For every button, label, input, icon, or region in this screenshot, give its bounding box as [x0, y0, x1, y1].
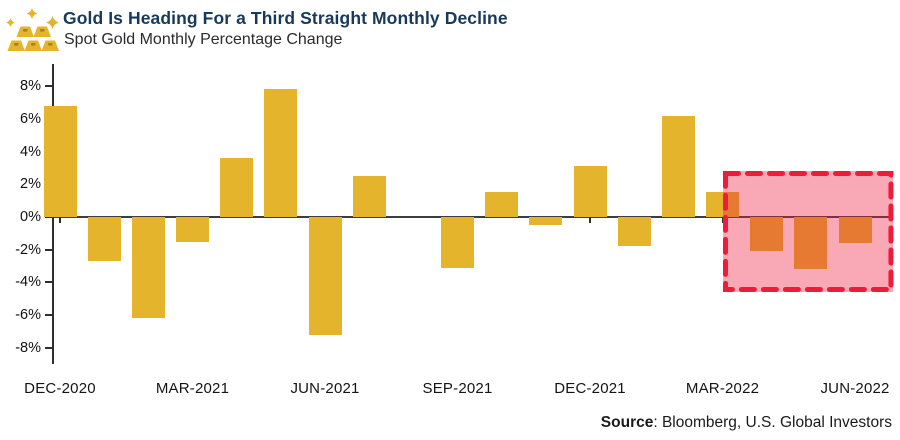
x-axis-tick [59, 217, 61, 223]
y-axis-label: 4% [20, 143, 41, 160]
bar-may-2022 [794, 217, 828, 270]
bar-nov-2021 [529, 217, 563, 226]
bar-apr-2021 [220, 158, 254, 217]
source-text: : Bloomberg, U.S. Global Investors [653, 414, 892, 431]
bar-dec-2020 [43, 105, 77, 217]
bar-feb-2022 [661, 115, 695, 217]
bar-jul-2021 [352, 176, 386, 217]
x-axis-label: DEC-2021 [554, 380, 626, 397]
y-axis-tick [45, 85, 53, 88]
bar-jan-2022 [617, 217, 651, 247]
bar-jan-2021 [87, 217, 121, 262]
bar-sep-2021 [441, 217, 475, 268]
y-axis-label: -6% [15, 307, 41, 324]
chart-title: Gold Is Heading For a Third Straight Mon… [63, 8, 508, 28]
x-axis-label: SEP-2021 [422, 380, 493, 397]
y-axis-label: 2% [20, 176, 41, 193]
x-axis-label: MAR-2021 [155, 380, 230, 397]
bar-jun-2021 [308, 217, 342, 335]
y-axis-tick [45, 216, 53, 218]
source-label: Source [600, 414, 654, 431]
y-axis-label: -4% [15, 274, 41, 291]
x-axis-label: MAR-2022 [685, 380, 760, 397]
bar-oct-2021 [485, 192, 519, 217]
y-axis-label: 8% [20, 78, 41, 95]
x-axis-label: JUN-2021 [290, 380, 360, 397]
x-axis-label: JUN-2022 [820, 380, 890, 397]
sparkle-icon [26, 8, 38, 19]
bar-apr-2022 [750, 217, 784, 252]
bar-mar-2021 [176, 217, 209, 242]
bar-dec-2021 [573, 166, 607, 217]
y-axis-tick [45, 248, 53, 251]
y-axis-label: -2% [15, 241, 41, 258]
bar-jun-2022 [838, 217, 872, 244]
y-axis-tick [45, 346, 53, 349]
bar-feb-2021 [131, 217, 165, 319]
y-axis-tick [45, 281, 53, 284]
y-axis-label: -8% [15, 339, 41, 356]
x-axis-label: DEC-2020 [24, 380, 96, 397]
x-axis-tick [589, 217, 592, 223]
gold-bars-icon [5, 7, 59, 53]
y-axis-tick [45, 314, 53, 317]
sparkle-icon [6, 18, 15, 27]
y-axis-label: 0% [20, 209, 41, 225]
bar-may-2021 [264, 89, 298, 217]
source-note: Source: Bloomberg, U.S. Global Investors [601, 414, 892, 432]
y-axis-label: 6% [20, 110, 41, 127]
sparkle-icon [46, 16, 59, 29]
highlight-region [722, 171, 893, 293]
chart-subtitle: Spot Gold Monthly Percentage Change [64, 31, 343, 48]
